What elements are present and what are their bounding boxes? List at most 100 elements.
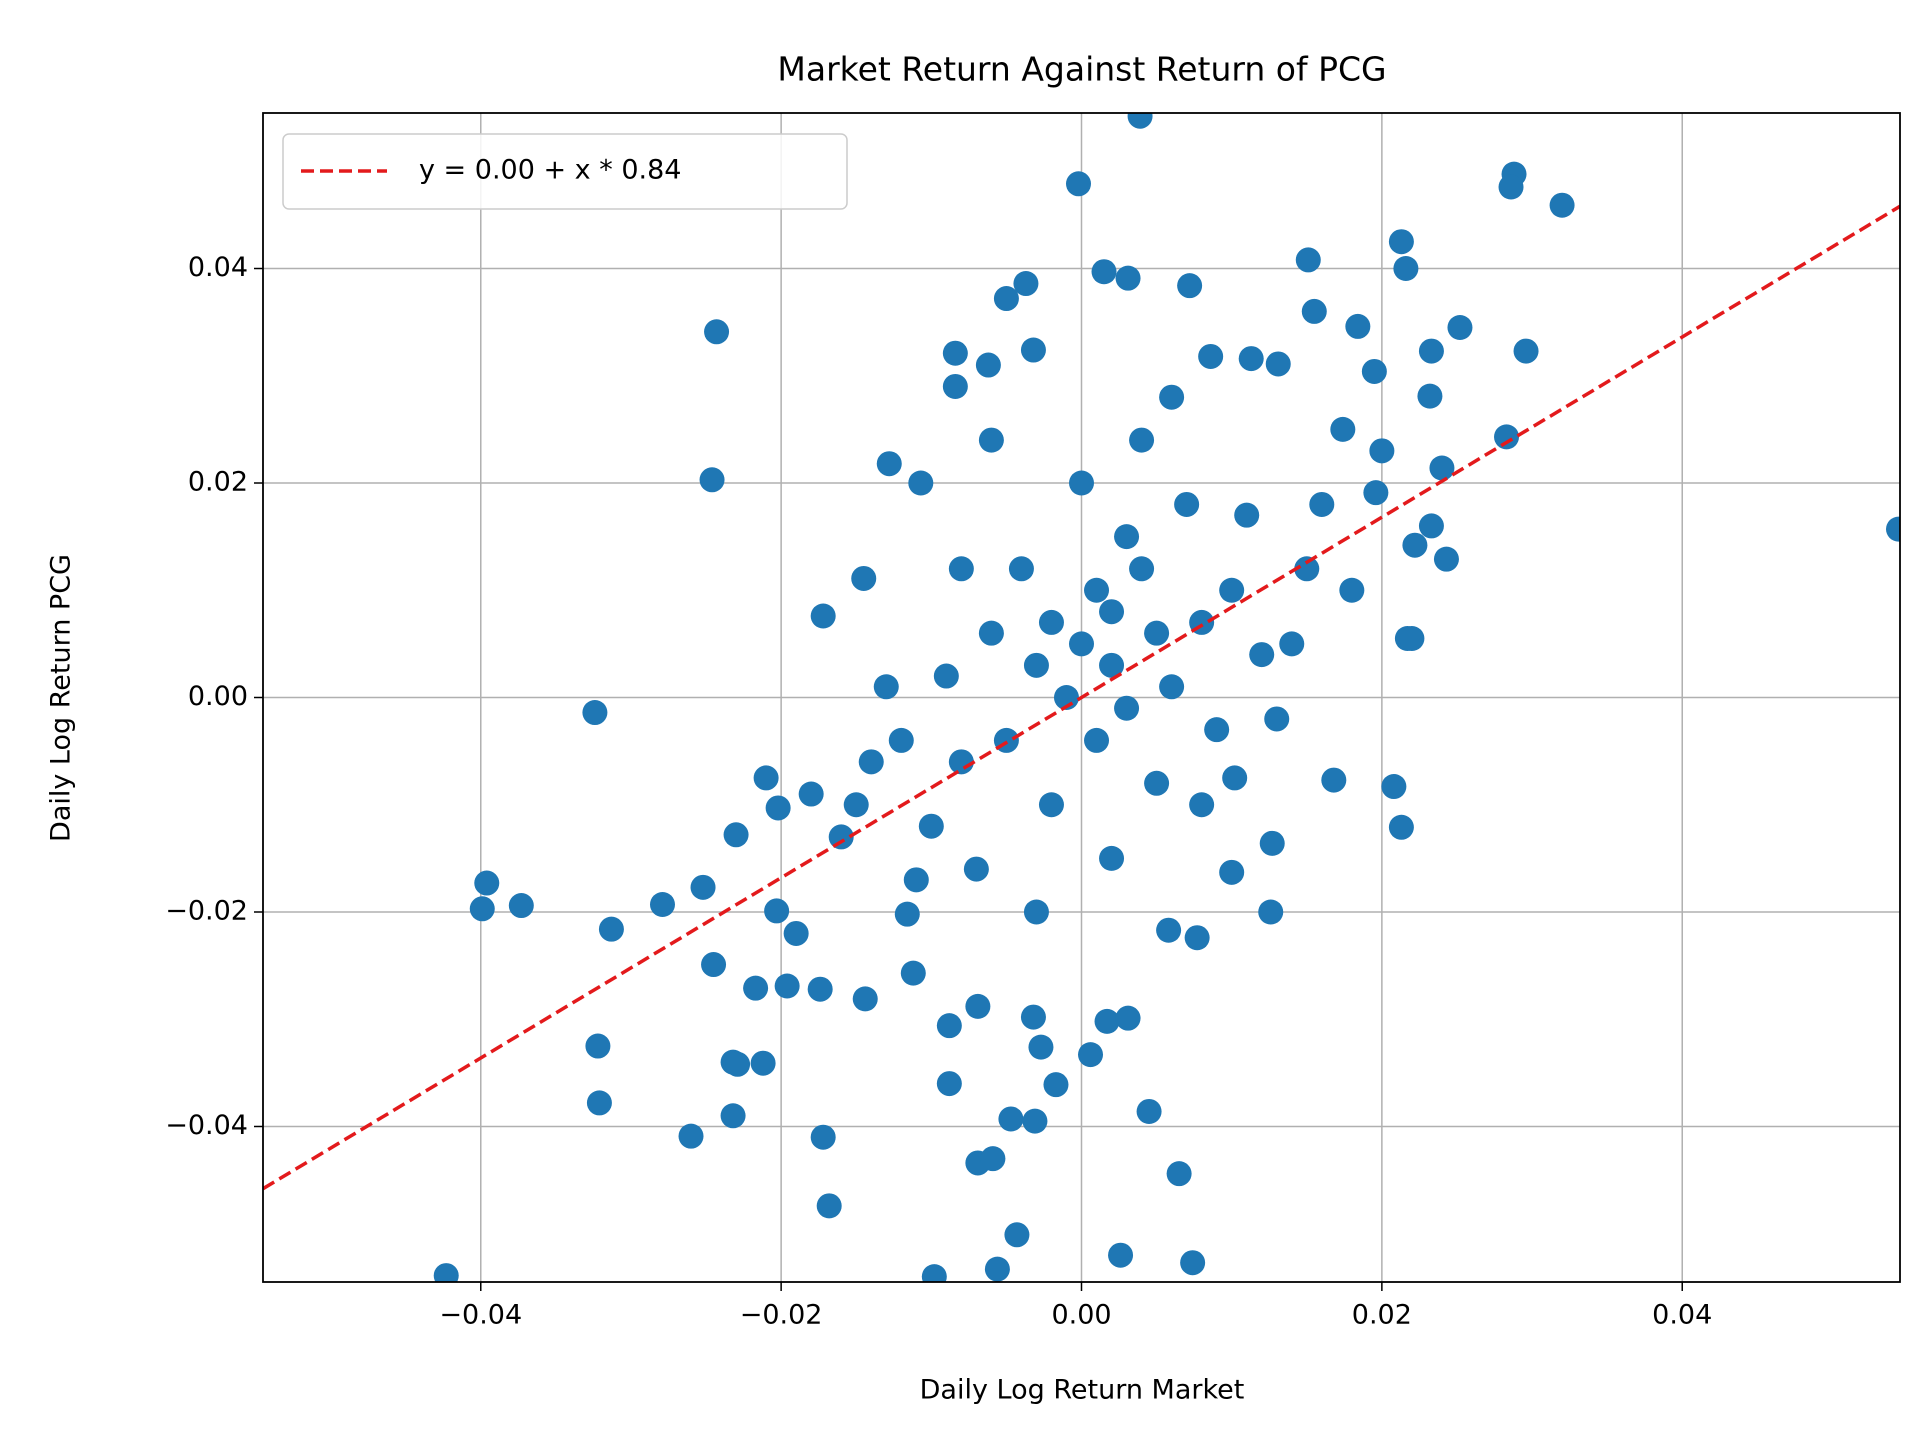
point <box>1321 767 1347 793</box>
point <box>843 792 869 818</box>
x-tick-label: −0.02 <box>740 1300 823 1331</box>
point <box>1369 438 1395 464</box>
point <box>816 1193 842 1219</box>
point <box>876 451 902 477</box>
legend-box <box>282 133 848 210</box>
point <box>1886 516 1900 542</box>
point <box>1156 917 1182 943</box>
point <box>1418 338 1444 364</box>
x-tick-label: 0.00 <box>1051 1300 1111 1331</box>
point <box>903 867 929 893</box>
point <box>1043 1072 1069 1098</box>
point <box>1020 1004 1046 1030</box>
point <box>1099 845 1125 871</box>
point <box>936 1013 962 1039</box>
point <box>1402 532 1428 558</box>
chart-title: Market Return Against Return of PCG <box>777 50 1386 89</box>
point <box>1069 631 1094 657</box>
point <box>1429 455 1455 481</box>
point <box>1381 774 1407 800</box>
x-axis-label: Daily Log Return Market <box>920 1375 1245 1406</box>
x-tick-label: −0.04 <box>439 1300 522 1331</box>
point <box>948 556 974 582</box>
point <box>678 1123 704 1149</box>
point <box>1204 717 1230 743</box>
point <box>743 975 769 1001</box>
point <box>774 973 800 999</box>
point <box>963 856 989 882</box>
point <box>1115 1005 1141 1031</box>
point <box>1388 229 1414 255</box>
point <box>1417 383 1443 409</box>
point <box>1393 256 1419 282</box>
point <box>978 620 1004 646</box>
point <box>1219 577 1245 603</box>
point <box>1433 546 1459 572</box>
point <box>1330 416 1356 442</box>
point <box>1084 727 1110 753</box>
point <box>1295 247 1321 273</box>
point <box>474 870 500 896</box>
point <box>888 727 914 753</box>
point <box>1065 171 1091 197</box>
point <box>851 565 877 591</box>
point <box>508 893 534 919</box>
point <box>649 891 675 917</box>
point <box>720 1103 746 1129</box>
point <box>1115 265 1141 291</box>
point <box>1023 899 1049 925</box>
point <box>1513 338 1539 364</box>
point <box>1418 513 1444 539</box>
y-tick-label: −0.02 <box>165 895 248 926</box>
point <box>1129 556 1155 582</box>
point <box>984 1256 1010 1282</box>
point <box>1549 192 1575 218</box>
point <box>764 898 790 924</box>
point <box>1219 859 1245 885</box>
point <box>1264 706 1290 732</box>
point <box>936 1071 962 1097</box>
point <box>1038 609 1064 635</box>
point <box>1447 314 1473 340</box>
point <box>1108 1242 1134 1268</box>
point <box>1361 358 1387 384</box>
point <box>1114 524 1140 550</box>
point <box>1258 899 1284 925</box>
point <box>1078 1042 1104 1068</box>
point <box>1020 337 1046 363</box>
point <box>1028 1034 1054 1060</box>
point <box>1127 113 1153 129</box>
point <box>598 916 624 942</box>
y-tick-label: −0.04 <box>165 1110 248 1141</box>
point <box>1198 343 1224 369</box>
plot-area <box>263 113 1900 1282</box>
point <box>810 603 836 629</box>
point <box>704 319 730 345</box>
point <box>1159 674 1185 700</box>
point <box>1294 556 1320 582</box>
x-tick-label: 0.04 <box>1652 1300 1712 1331</box>
point <box>1399 626 1425 652</box>
point <box>980 1146 1006 1172</box>
point <box>1091 259 1117 285</box>
point <box>433 1263 459 1282</box>
point <box>469 896 495 922</box>
point <box>783 920 809 946</box>
point <box>1022 1108 1048 1134</box>
point <box>1222 765 1248 791</box>
point <box>1114 695 1140 721</box>
point <box>810 1124 836 1150</box>
point <box>582 700 608 726</box>
fit-line <box>263 204 1900 1191</box>
point <box>921 1264 947 1282</box>
point <box>1184 925 1210 951</box>
point <box>798 781 824 807</box>
point <box>1084 577 1110 603</box>
point <box>942 373 968 399</box>
point <box>828 824 854 850</box>
point <box>894 901 920 927</box>
y-tick-label: 0.04 <box>188 252 248 283</box>
y-axis-label: Daily Log Return PCG <box>46 554 77 842</box>
point <box>1099 599 1125 625</box>
point <box>1174 491 1200 517</box>
